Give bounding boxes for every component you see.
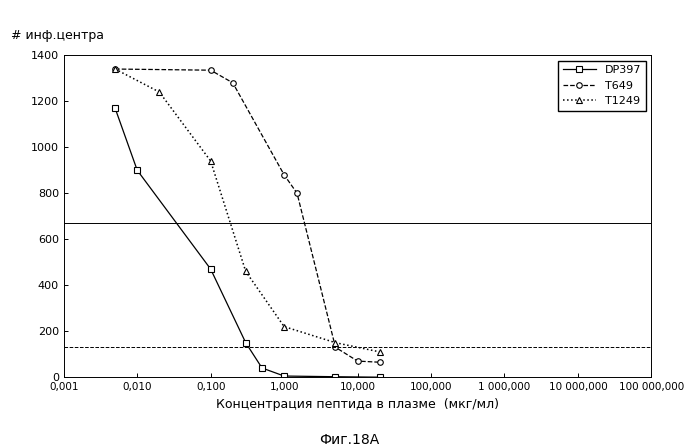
DP397 xyxy=(206,267,215,272)
T649 xyxy=(229,80,237,86)
T649 xyxy=(206,68,215,73)
Text: Фиг.18А: Фиг.18А xyxy=(319,432,380,447)
X-axis label: Концентрация пептида в плазме  (мкг/мл): Концентрация пептида в плазме (мкг/мл) xyxy=(216,398,499,411)
DP397 xyxy=(258,365,266,370)
DP397 xyxy=(133,168,141,173)
T649 xyxy=(293,190,301,196)
T1249 xyxy=(375,349,384,354)
T649 xyxy=(331,345,340,350)
Line: DP397: DP397 xyxy=(113,105,382,380)
T649 xyxy=(354,358,362,364)
T1249 xyxy=(206,158,215,164)
Legend: DP397, T649, T1249: DP397, T649, T1249 xyxy=(559,61,646,111)
Line: T649: T649 xyxy=(113,66,382,365)
DP397 xyxy=(331,374,340,379)
T1249 xyxy=(280,324,288,329)
DP397 xyxy=(242,340,250,345)
DP397 xyxy=(111,105,120,111)
T1249 xyxy=(242,269,250,274)
T649 xyxy=(375,360,384,365)
T1249 xyxy=(331,340,340,345)
Line: T1249: T1249 xyxy=(113,66,382,355)
T1249 xyxy=(111,66,120,72)
Text: # инф.центра: # инф.центра xyxy=(11,30,104,43)
T649 xyxy=(280,172,288,177)
DP397 xyxy=(280,373,288,379)
T1249 xyxy=(155,89,164,95)
T649 xyxy=(111,66,120,72)
DP397 xyxy=(375,375,384,380)
